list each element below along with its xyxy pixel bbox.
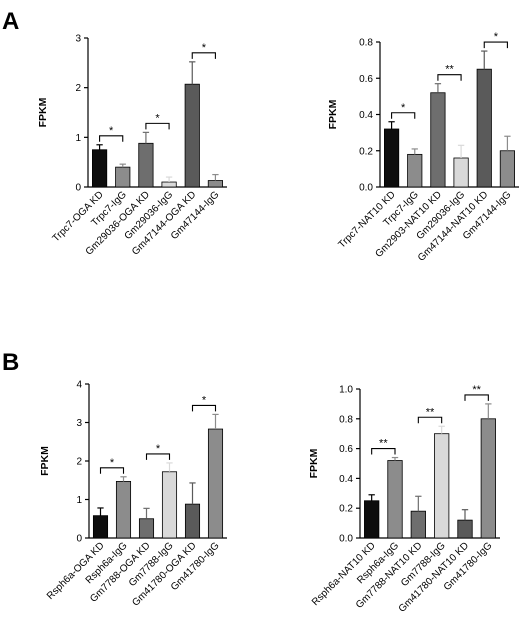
y-axis-label: FPKM [327,99,339,129]
bar [476,68,492,188]
significance-label: * [202,42,207,54]
bar [184,503,201,539]
y-axis-label: FPKM [37,97,49,127]
significance-bracket [371,447,396,455]
y-tick-label: 0.6 [359,74,373,85]
significance-label: ** [426,406,435,418]
bar [161,471,178,539]
y-tick-label: 0.6 [339,444,353,455]
significance-bracket [437,74,462,81]
panel-letter-a: A [2,8,19,35]
significance-label: * [109,125,114,137]
bar [207,180,223,188]
y-tick-label: 0.8 [339,414,353,425]
significance-bracket [464,394,489,401]
significance-label: ** [379,438,388,450]
bar [434,433,450,539]
bar [384,128,400,188]
y-tick-label: 1.0 [339,385,353,396]
significance-bracket [417,416,443,424]
bar [138,518,155,539]
significance-bracket [391,112,416,119]
bar [115,481,132,539]
y-tick-label: 2 [75,83,81,94]
y-tick-label: 0.0 [359,183,373,194]
bar [407,153,423,188]
significance-label: * [202,394,207,406]
y-axis-label: FPKM [39,446,51,476]
significance-bracket [191,404,217,412]
y-tick-label: 3 [76,418,82,429]
bar [161,181,177,188]
bar [499,150,515,188]
significance-label: * [401,102,406,114]
bar [430,92,446,188]
significance-bracket [145,122,170,130]
bar [387,460,403,539]
y-tick-label: 0.2 [359,146,373,157]
significance-bracket [483,41,508,49]
significance-label: * [155,112,160,124]
y-tick-label: 0.4 [359,110,373,121]
bar [480,418,496,539]
significance-bracket [99,467,125,474]
y-tick-label: 2 [76,457,82,468]
bar [184,83,200,188]
bar [92,515,109,539]
bar [138,142,154,188]
bar [115,166,131,188]
y-tick-label: 3 [75,34,81,45]
significance-bracket [145,453,171,460]
y-tick-label: 0 [76,534,82,545]
y-tick-label: 0.0 [339,534,353,545]
significance-label: * [110,457,115,469]
bar [92,149,108,188]
bar [453,157,469,188]
bar [410,510,426,539]
y-tick-label: 0.4 [339,474,353,485]
significance-label: * [494,31,499,43]
panel-letter-b: B [2,349,19,376]
y-axis-label: FPKM [308,448,320,478]
y-tick-label: 1 [75,133,81,144]
y-tick-label: 0 [75,183,81,194]
significance-bracket [191,52,216,59]
y-tick-label: 0.8 [359,38,373,49]
y-tick-label: 1 [76,495,82,506]
significance-bracket [99,135,124,142]
bar [207,428,224,539]
significance-label: * [156,443,161,455]
y-tick-label: 0.2 [339,504,353,515]
y-tick-label: 4 [76,380,82,391]
bar [457,519,473,539]
significance-label: ** [445,64,454,76]
significance-label: ** [472,384,481,396]
bar [364,500,380,539]
